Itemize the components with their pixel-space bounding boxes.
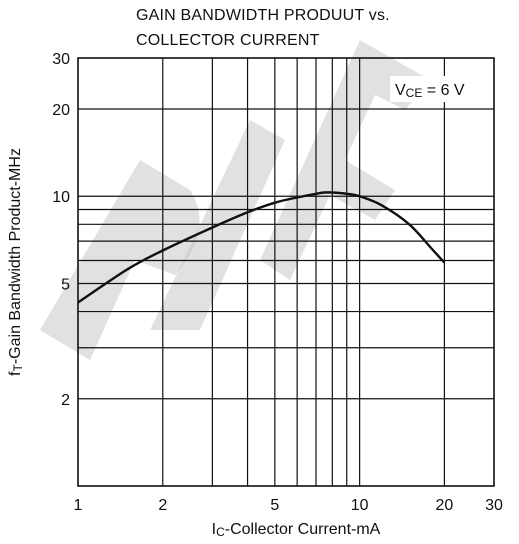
x-tick-label: 30 <box>485 497 503 514</box>
x-tick-label: 10 <box>351 497 369 514</box>
y-tick-label: 10 <box>52 189 70 206</box>
y-axis-label-sub: T <box>11 363 25 371</box>
x-axis-label: IC-Collector Current-mA <box>212 521 381 539</box>
series-line <box>77 191 446 304</box>
x-axis-label-rest: -Collector Current-mA <box>225 521 381 538</box>
plot-frame <box>77 57 495 487</box>
y-tick-label: 30 <box>52 51 70 68</box>
x-tick-label: 20 <box>436 497 454 514</box>
annotation-main: V <box>395 82 406 99</box>
x-tick-label: 1 <box>74 497 83 514</box>
annotation-sub: CE <box>406 86 423 100</box>
annotation-background <box>390 76 484 102</box>
x-axis-label-sub: C <box>216 525 225 539</box>
annotation-rest: = 6 V <box>422 82 465 99</box>
watermark-letter-f <box>260 40 430 280</box>
y-axis-label: fT-Gain Bandwidth Product-MHz <box>7 148 25 376</box>
y-axis-label-main: f <box>7 371 24 376</box>
chart-title-line-2: COLLECTOR CURRENT <box>136 32 320 49</box>
y-axis-label-rest: -Gain Bandwidth Product-MHz <box>7 148 24 364</box>
y-tick-label: 20 <box>52 102 70 119</box>
x-tick-label: 5 <box>270 497 279 514</box>
x-tick-label: 2 <box>158 497 167 514</box>
tick-labels: 1 2 5 10 20 30 2 5 10 20 30 <box>52 51 503 514</box>
x-axis-label-main: I <box>212 521 216 538</box>
vce-annotation: VCE = 6 V <box>395 82 465 100</box>
y-tick-label: 5 <box>61 276 70 293</box>
y-tick-label: 2 <box>61 392 70 409</box>
chart-title-line-1: GAIN BANDWIDTH PRODUUT vs. <box>136 7 390 24</box>
grid-lines <box>78 58 494 486</box>
